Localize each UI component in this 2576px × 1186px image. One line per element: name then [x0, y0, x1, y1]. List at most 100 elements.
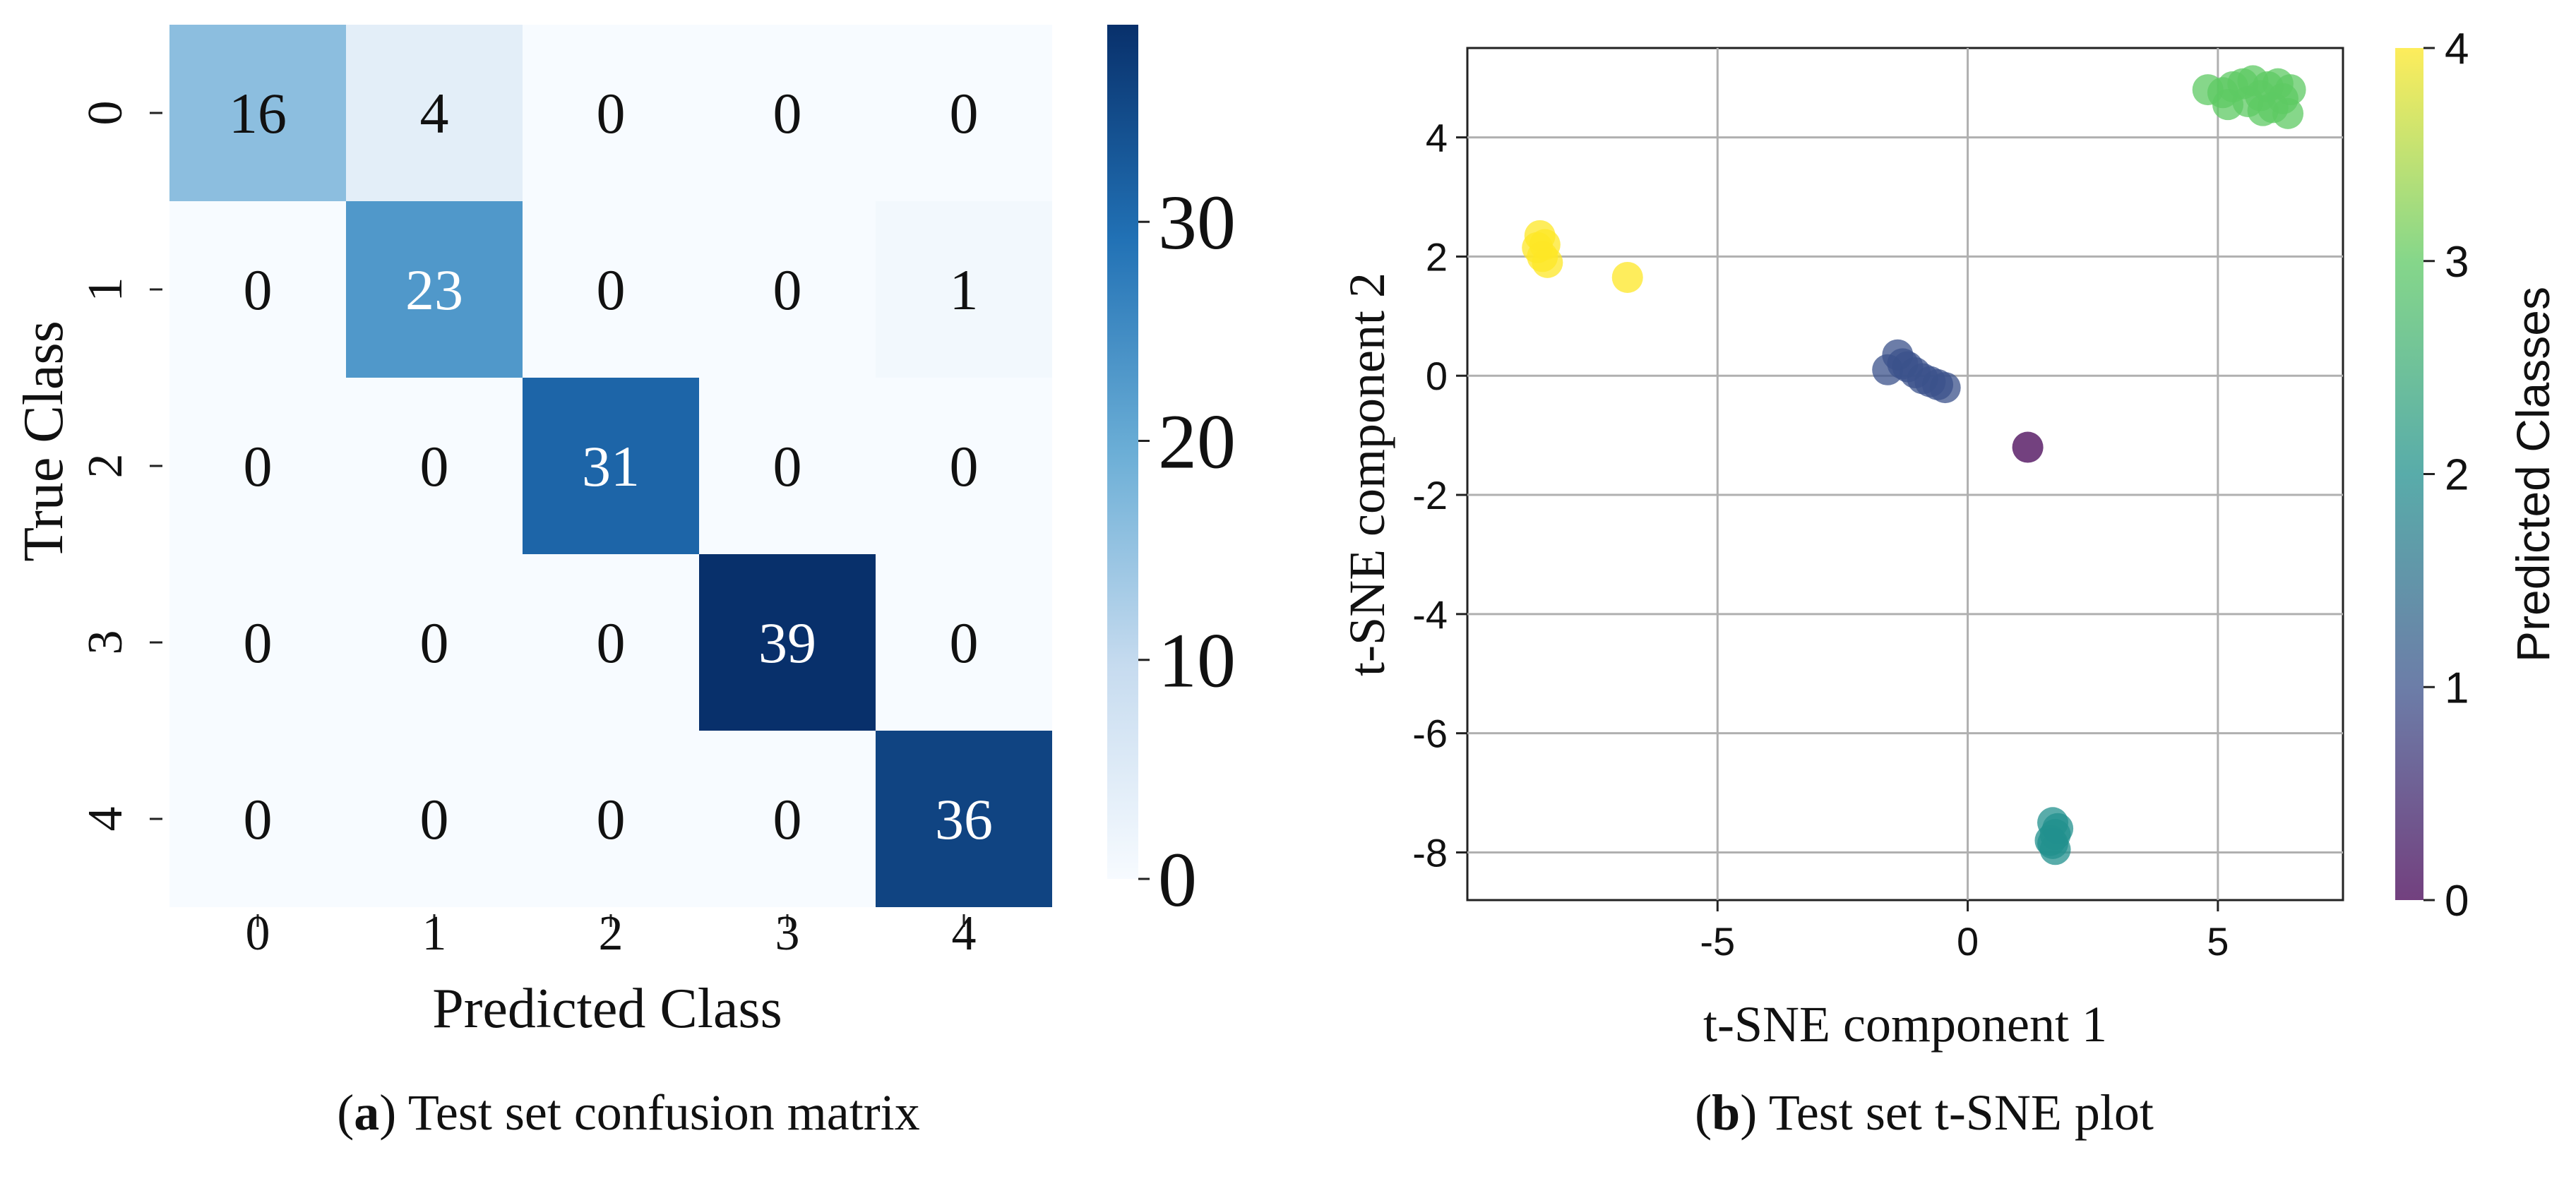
tsne-point: [1611, 261, 1643, 293]
cm-x-tick-label: 4: [952, 906, 977, 961]
cm-cell: [699, 25, 876, 201]
tsne-point: [2012, 431, 2044, 463]
tsne-x-tick-label: 5: [2207, 919, 2229, 964]
cm-cell-value: 0: [597, 81, 626, 145]
cm-cell-value: 0: [950, 434, 979, 498]
cm-cell-value: 0: [597, 611, 626, 675]
cm-y-tick-label: 2: [78, 454, 133, 479]
tsne-ticks: -5 0 5 -8 -6 -4 -2 0 2 4: [1412, 116, 2229, 964]
tsne-colorbar-tick-label: 0: [2445, 877, 2469, 926]
cm-cell-value: 0: [420, 434, 449, 498]
cm-colorbar-tick-label: 0: [1158, 837, 1197, 923]
confusion-matrix-panel: 16 4 0 0 00 23 0 0 10 0 31 0 00 0 0 39 00 0 0 0 36 0 1 2 3 40123…: [13, 25, 1236, 1040]
cm-cell-value: 16: [229, 81, 287, 145]
cm-cell-value: 0: [244, 434, 273, 498]
cm-x-tick-label: 3: [775, 906, 800, 961]
cm-cell-value: 39: [758, 611, 816, 675]
tsne-point: [2034, 825, 2066, 856]
tsne-colorbar-tick-label: 3: [2445, 238, 2469, 287]
tsne-panel: -5 0 5 -8 -6 -4 -2 0 2 4 t-SNE component 1 t-SNE …: [1339, 25, 2559, 1053]
cm-cell-value: 0: [244, 258, 273, 322]
cm-cell: [169, 201, 346, 378]
cm-cell: [699, 731, 876, 907]
cm-y-tick-label: 4: [78, 807, 133, 832]
caption-b: (b) Test set t-SNE plot: [1695, 1084, 2154, 1141]
cm-cell: [346, 201, 523, 378]
tsne-point: [2274, 74, 2306, 106]
tsne-y-tick-label: -6: [1412, 712, 1448, 756]
cm-cell-value: 4: [420, 81, 449, 145]
cm-cell-value: 0: [597, 258, 626, 322]
tsne-colorbar: [2395, 48, 2423, 900]
cm-cell-value: 1: [950, 258, 979, 322]
cm-cell: [169, 554, 346, 731]
cm-cell-value: 0: [950, 81, 979, 145]
cm-cell: [169, 25, 346, 201]
cm-cell-value: 0: [773, 787, 802, 851]
cm-colorbar-tick-label: 20: [1158, 398, 1236, 484]
cm-y-tick-label: 0: [78, 101, 133, 126]
tsne-colorbar-tick-label: 2: [2445, 451, 2469, 500]
cm-y-axis-label: True Class: [13, 321, 75, 562]
cm-cell: [876, 731, 1052, 907]
cm-cell: [699, 554, 876, 731]
tsne-x-axis-label: t-SNE component 1: [1703, 996, 2107, 1053]
tsne-point: [2212, 89, 2244, 121]
tsne-point: [1522, 232, 1554, 263]
cm-cell-value: 0: [420, 611, 449, 675]
tsne-y-tick-label: 0: [1426, 354, 1448, 398]
tsne-y-tick-label: 4: [1426, 116, 1448, 160]
caption-b-letter: b: [1712, 1084, 1741, 1141]
cm-cell: [346, 554, 523, 731]
cm-cell-value: 0: [244, 787, 273, 851]
tsne-x-tick-label: -5: [1700, 919, 1735, 964]
cm-cell-value: 0: [773, 81, 802, 145]
caption-a-text: Test set confusion matrix: [407, 1084, 920, 1141]
cm-cell: [523, 25, 699, 201]
tsne-y-tick-label: 2: [1426, 234, 1448, 279]
cm-cell: [523, 731, 699, 907]
tsne-points: [1522, 65, 2306, 865]
cm-x-tick-label: 2: [599, 906, 624, 961]
tsne-y-tick-label: -4: [1412, 592, 1448, 637]
tsne-y-axis-label: t-SNE component 2: [1339, 272, 1395, 676]
cm-cell-value: 0: [244, 611, 273, 675]
tsne-plot-area: [1466, 47, 2344, 902]
cm-cell-value: 0: [950, 611, 979, 675]
cm-colorbar: [1107, 25, 1138, 879]
cm-cell: [169, 731, 346, 907]
caption-a: (a) Test set confusion matrix: [337, 1084, 920, 1141]
cm-cell: [346, 731, 523, 907]
tsne-colorbar-ticks: 0 1 2 3 4: [2423, 25, 2469, 926]
cm-cell: [346, 25, 523, 201]
tsne-point: [1929, 372, 1961, 404]
confusion-matrix-cells: 16 4 0 0 0 0 23 0 0 1 0 0 31 0 0 0 0 0 39 0 0 0 0 0 36: [169, 25, 1052, 907]
tsne-point: [2247, 95, 2279, 126]
cm-cell-value: 0: [773, 434, 802, 498]
cm-cell: [523, 201, 699, 378]
cm-y-tick-label: 3: [78, 630, 133, 655]
tsne-y-tick-label: -8: [1412, 830, 1448, 875]
cm-x-tick-label: 1: [422, 906, 447, 961]
cm-cell-value: 0: [597, 787, 626, 851]
cm-cell: [876, 25, 1052, 201]
caption-a-letter: a: [354, 1084, 380, 1141]
tsne-y-tick-label: -2: [1412, 473, 1448, 517]
cm-cell: [699, 201, 876, 378]
cm-cell-value: 36: [935, 787, 993, 851]
tsne-colorbar-tick-label: 1: [2445, 664, 2469, 712]
confusion-matrix-ticks: 0 1 2 3 4 0 1 2 3 4: [78, 101, 977, 962]
cm-cell: [169, 378, 346, 554]
cm-colorbar-tick-label: 10: [1158, 618, 1236, 704]
cm-cell-value: 0: [420, 787, 449, 851]
cm-cell: [523, 554, 699, 731]
cm-x-tick-label: 0: [246, 906, 270, 961]
cm-cell: [876, 554, 1052, 731]
cm-colorbar-ticks: 0 10 20 30: [1138, 179, 1236, 923]
cm-cell: [523, 378, 699, 554]
cm-cell: [876, 201, 1052, 378]
cm-cell: [876, 378, 1052, 554]
cm-colorbar-tick-label: 30: [1158, 179, 1236, 265]
tsne-colorbar-label: Predicted Classes: [2507, 287, 2559, 662]
